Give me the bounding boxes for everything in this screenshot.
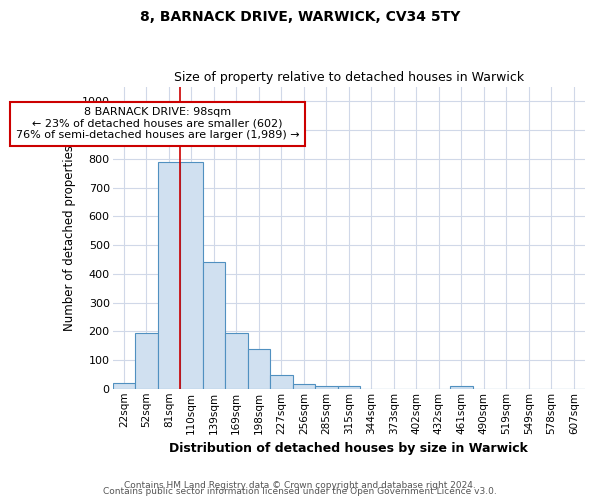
- Bar: [203, 262, 225, 389]
- Text: 8 BARNACK DRIVE: 98sqm
← 23% of detached houses are smaller (602)
76% of semi-de: 8 BARNACK DRIVE: 98sqm ← 23% of detached…: [16, 107, 299, 140]
- Bar: [113, 383, 135, 389]
- X-axis label: Distribution of detached houses by size in Warwick: Distribution of detached houses by size …: [169, 442, 528, 455]
- Bar: [248, 348, 270, 389]
- Bar: [450, 386, 473, 389]
- Bar: [338, 386, 360, 389]
- Text: Contains public sector information licensed under the Open Government Licence v3: Contains public sector information licen…: [103, 488, 497, 496]
- Bar: [293, 384, 315, 389]
- Text: Contains HM Land Registry data © Crown copyright and database right 2024.: Contains HM Land Registry data © Crown c…: [124, 481, 476, 490]
- Bar: [158, 162, 180, 389]
- Bar: [315, 386, 338, 389]
- Y-axis label: Number of detached properties: Number of detached properties: [63, 145, 76, 331]
- Bar: [135, 332, 158, 389]
- Bar: [270, 375, 293, 389]
- Bar: [180, 162, 203, 389]
- Bar: [225, 332, 248, 389]
- Text: 8, BARNACK DRIVE, WARWICK, CV34 5TY: 8, BARNACK DRIVE, WARWICK, CV34 5TY: [140, 10, 460, 24]
- Title: Size of property relative to detached houses in Warwick: Size of property relative to detached ho…: [174, 72, 524, 85]
